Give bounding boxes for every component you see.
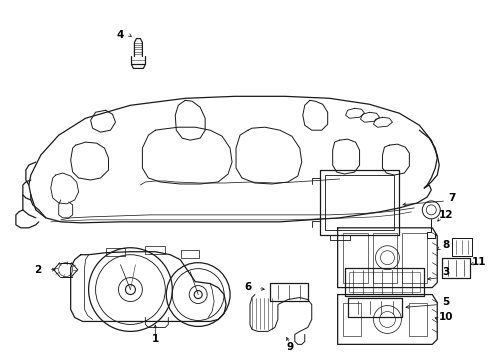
Text: 12: 12 [438, 210, 452, 220]
Text: 1: 1 [151, 334, 159, 345]
Text: 4: 4 [117, 30, 124, 40]
Text: 7: 7 [447, 193, 455, 203]
Bar [402, 233, 427, 283]
Bar [105, 248, 125, 256]
Text: 11: 11 [471, 257, 486, 267]
Text: 6: 6 [244, 282, 251, 292]
Bar [181, 250, 199, 258]
Text: 8: 8 [442, 240, 449, 250]
Bar [324, 175, 394, 230]
Bar [372, 233, 397, 283]
Text: 2: 2 [34, 265, 41, 275]
Text: 9: 9 [285, 342, 293, 352]
Text: 3: 3 [442, 267, 449, 276]
Bar [145, 246, 165, 254]
Bar [342, 302, 360, 336]
Bar [408, 302, 427, 336]
Text: 5: 5 [442, 297, 449, 306]
Bar [348, 272, 420, 292]
Text: 10: 10 [438, 312, 452, 323]
Bar [342, 233, 367, 283]
